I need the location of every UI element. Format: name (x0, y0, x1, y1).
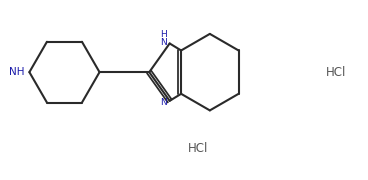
Text: HCl: HCl (188, 142, 209, 155)
Text: HCl: HCl (326, 66, 346, 79)
Text: N: N (160, 98, 167, 107)
Text: N: N (160, 38, 167, 47)
Text: H: H (160, 30, 167, 39)
Text: NH: NH (10, 67, 25, 77)
